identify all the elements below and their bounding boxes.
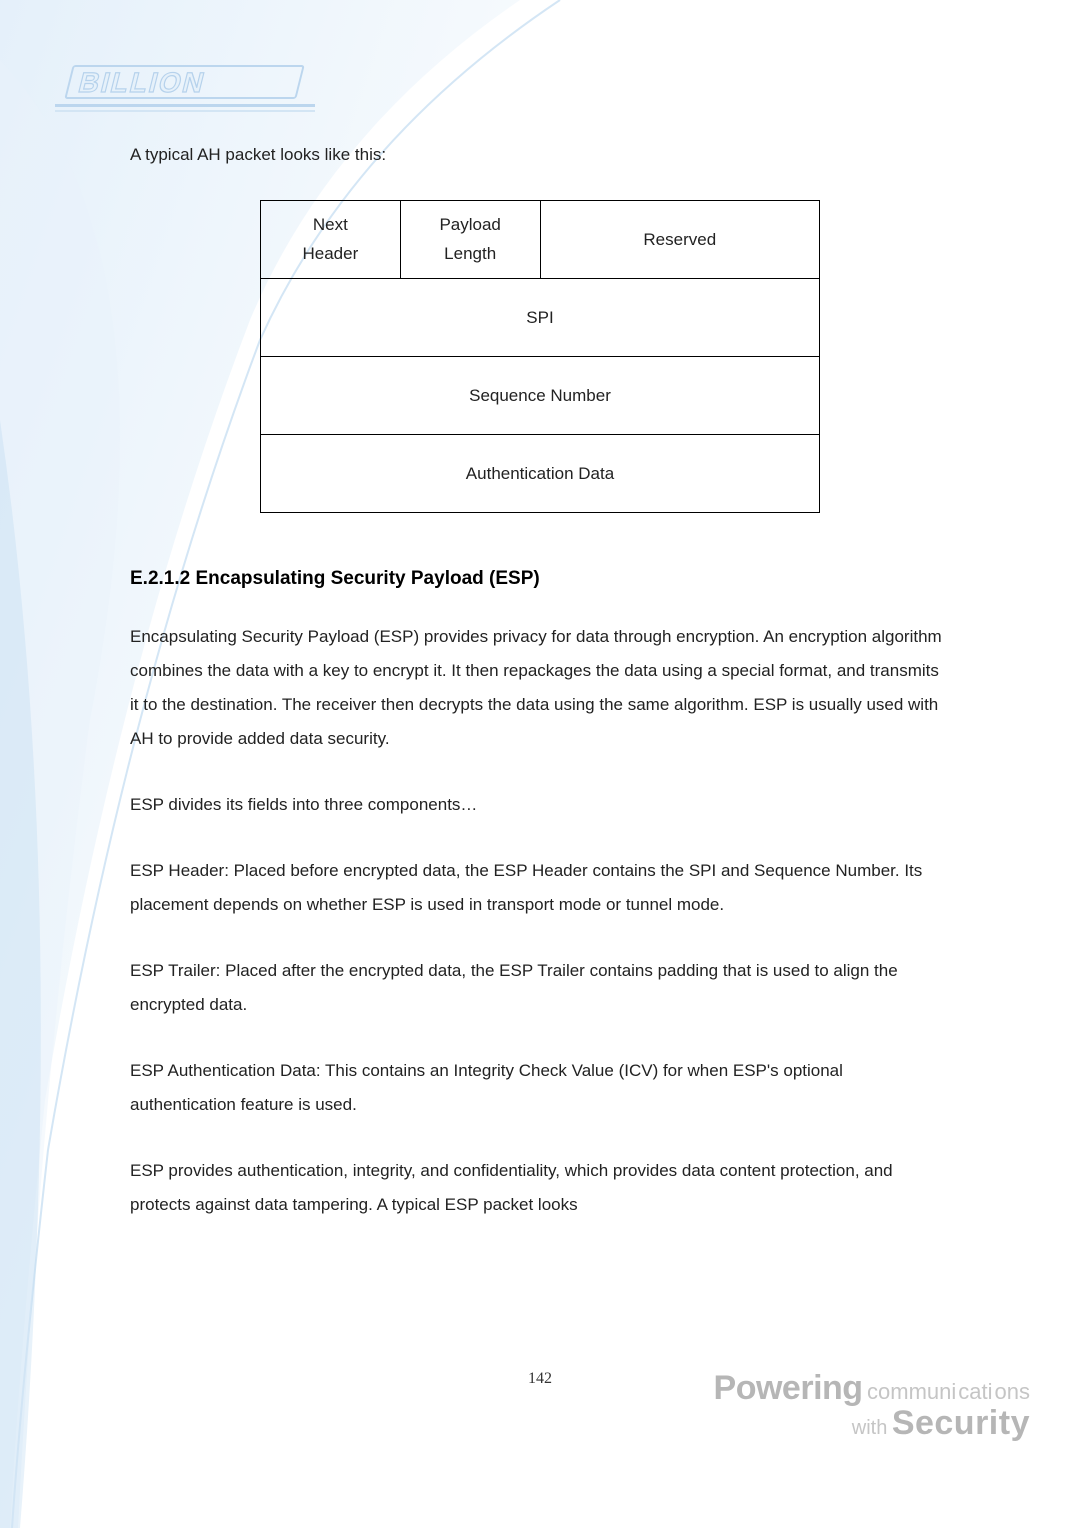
intro-text: A typical AH packet looks like this: [130, 145, 950, 165]
paragraph-4: ESP Trailer: Placed after the encrypted … [130, 954, 950, 1022]
footer-brand: Powering communications with Security [714, 1370, 1030, 1443]
paragraph-2: ESP divides its fields into three compon… [130, 788, 950, 822]
cell-next-header: NextHeader [261, 201, 401, 279]
paragraph-3: ESP Header: Placed before encrypted data… [130, 854, 950, 922]
cell-reserved: Reserved [540, 201, 819, 279]
footer-powering: Powering [714, 1369, 863, 1407]
cell-payload-length: PayloadLength [400, 201, 540, 279]
paragraph-5: ESP Authentication Data: This contains a… [130, 1054, 950, 1122]
footer-security: Security [892, 1404, 1030, 1442]
section-heading: E.2.1.2 Encapsulating Security Payload (… [130, 568, 950, 590]
cell-sequence-number: Sequence Number [261, 357, 820, 435]
brand-logo: BILLION [55, 60, 315, 115]
cell-spi: SPI [261, 279, 820, 357]
paragraph-6: ESP provides authentication, integrity, … [130, 1154, 950, 1222]
footer-with: with [852, 1417, 888, 1439]
cell-authentication-data: Authentication Data [261, 435, 820, 513]
ah-packet-table: NextHeader PayloadLength Reserved SPI Se… [260, 200, 820, 513]
page-content: A typical AH packet looks like this: Nex… [130, 145, 950, 1254]
footer-communications: communications [867, 1379, 1030, 1404]
svg-text:BILLION: BILLION [75, 67, 209, 99]
paragraph-1: Encapsulating Security Payload (ESP) pro… [130, 620, 950, 756]
